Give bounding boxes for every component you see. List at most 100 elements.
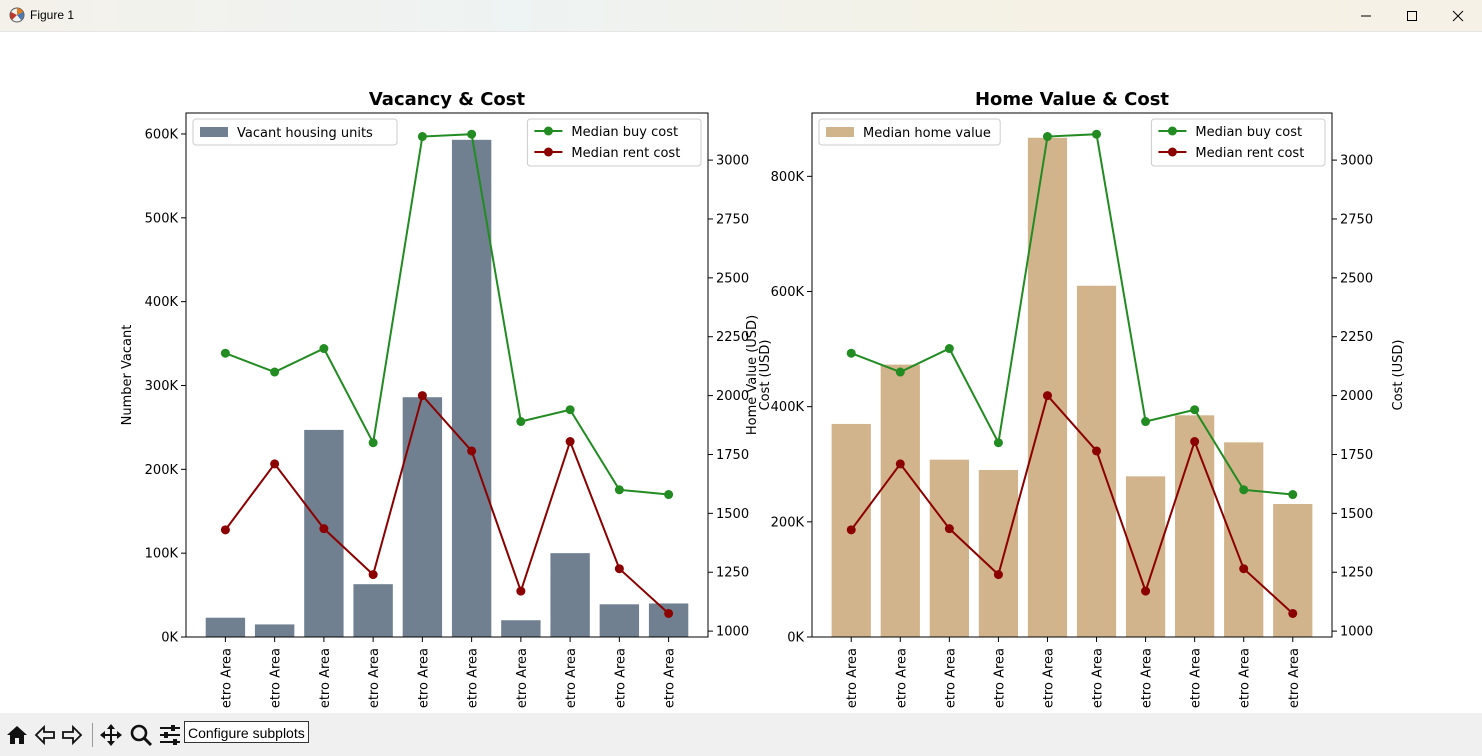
legend-label: Median buy cost: [1195, 125, 1302, 140]
data-point: [664, 608, 674, 618]
bar: [929, 459, 969, 637]
data-point: [664, 490, 674, 500]
data-point: [1042, 391, 1052, 401]
zoom-icon: [130, 724, 153, 747]
x-tick-label: etro Area: [466, 648, 481, 708]
x-tick-label: etro Area: [1287, 648, 1302, 708]
forward-icon: [62, 724, 83, 746]
x-tick-label: etro Area: [515, 648, 530, 708]
legend-label: Median buy cost: [571, 125, 678, 140]
legend-marker: [543, 126, 553, 136]
bar: [1076, 285, 1117, 637]
back-icon: [34, 724, 55, 746]
legend-marker: [1167, 126, 1177, 136]
x-tick-label: etro Area: [564, 648, 579, 708]
bar: [451, 139, 492, 637]
legend-box: [526, 118, 702, 167]
legend-marker: [543, 147, 553, 157]
legend-swatch: [200, 127, 228, 137]
x-tick-label: etro Area: [219, 648, 234, 708]
home-button[interactable]: [4, 722, 30, 748]
matplotlib-app-icon: [9, 7, 25, 23]
bar: [205, 617, 246, 637]
y2-tick-label: 2000: [716, 389, 749, 404]
data-point: [319, 524, 329, 534]
maximize-button[interactable]: [1389, 0, 1435, 31]
data-point: [1092, 129, 1102, 139]
minimize-icon: [1361, 15, 1371, 16]
legend-marker: [1167, 147, 1177, 157]
toolbar-tooltip: Configure subplots: [184, 721, 309, 743]
data-point: [565, 405, 575, 415]
x-tick-label: etro Area: [1091, 648, 1106, 708]
y2-axis-label: Cost (USD): [758, 340, 773, 411]
y-tick-label: 400K: [145, 295, 179, 310]
axes-frame: [811, 112, 1333, 638]
legend-box: [192, 118, 398, 146]
data-point: [516, 586, 526, 596]
data-point: [614, 564, 624, 574]
data-point: [895, 459, 905, 469]
data-point: [993, 570, 1003, 580]
y-tick-label: 0K: [787, 631, 804, 646]
data-point: [614, 485, 624, 495]
y2-tick-label: 3000: [1340, 154, 1373, 169]
back-button[interactable]: [32, 722, 58, 748]
bar: [1175, 415, 1215, 637]
series-line: [850, 393, 1294, 615]
configure-subplots-button[interactable]: [157, 722, 183, 748]
y-axis-label: Number Vacant: [120, 325, 135, 426]
y2-tick-label: 1250: [716, 566, 749, 581]
y2-tick-label: 2750: [1340, 212, 1373, 227]
y-tick-label: 200K: [771, 515, 805, 530]
bar: [880, 364, 920, 637]
figure-canvas[interactable]: 0K 100K 200K 300K 400K 500K 600K 1000 1250 1500 17…: [0, 31, 1482, 713]
bar: [599, 604, 640, 637]
data-point: [944, 344, 954, 354]
forward-button[interactable]: [59, 722, 85, 748]
x-tick-label: etro Area: [1140, 648, 1155, 708]
bar: [1224, 442, 1264, 637]
bar: [978, 470, 1019, 637]
figure-svg: 0K 100K 200K 300K 400K 500K 600K 1000 1250 1500 17…: [120, 89, 1406, 708]
y2-tick-label: 1500: [716, 507, 749, 522]
legend-box: [1150, 118, 1326, 167]
data-point: [1190, 437, 1200, 447]
legend-label: Median rent cost: [1195, 146, 1304, 161]
chart-title: Home Value & Cost: [975, 89, 1169, 110]
bar: [550, 553, 590, 637]
series-line: [224, 393, 670, 615]
y2-tick-label: 1750: [716, 448, 749, 463]
close-icon: [1452, 10, 1464, 21]
bar: [402, 397, 443, 637]
x-tick-label: etro Area: [318, 648, 333, 708]
home-icon: [7, 726, 27, 744]
x-tick-label: etro Area: [663, 648, 678, 708]
y-tick-label: 400K: [771, 400, 805, 415]
pan-button[interactable]: [98, 722, 124, 748]
legend-label: Median rent cost: [571, 146, 680, 161]
data-point: [993, 438, 1003, 448]
bar: [1125, 476, 1166, 637]
data-point: [220, 348, 230, 358]
y-tick-label: 200K: [145, 463, 179, 478]
maximize-icon: [1407, 10, 1417, 21]
legend-label: Median home value: [863, 126, 991, 141]
window-title: Figure 1: [30, 8, 75, 22]
data-point: [270, 367, 280, 377]
zoom-button[interactable]: [128, 722, 154, 748]
close-button[interactable]: [1435, 0, 1481, 31]
data-point: [1092, 446, 1102, 456]
y2-tick-label: 1000: [716, 625, 749, 640]
y-tick-label: 100K: [145, 547, 179, 562]
x-tick-label: etro Area: [269, 648, 284, 708]
y-tick-label: 500K: [145, 211, 179, 226]
data-point: [1141, 586, 1151, 596]
chart-title: Vacancy & Cost: [369, 89, 526, 110]
minimize-button[interactable]: [1343, 0, 1389, 31]
window-titlebar: Figure 1: [0, 0, 1482, 32]
configure-icon: [160, 725, 180, 745]
data-point: [417, 132, 427, 142]
data-point: [1239, 485, 1249, 495]
pan-icon: [100, 724, 122, 746]
